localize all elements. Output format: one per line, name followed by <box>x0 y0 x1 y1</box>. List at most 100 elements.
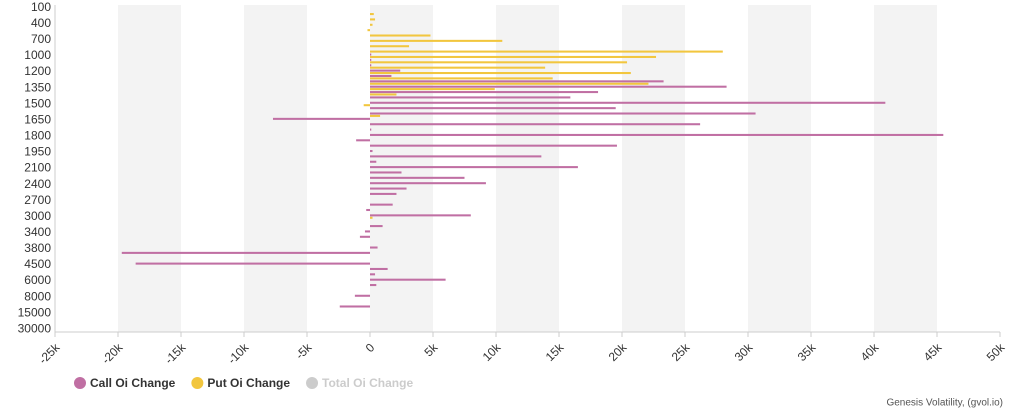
bar <box>370 214 471 217</box>
bar <box>370 267 388 270</box>
bar <box>370 155 542 158</box>
y-tick-label: 3400 <box>24 225 51 239</box>
grid-band <box>370 5 433 332</box>
bar <box>370 82 649 85</box>
x-tick-label: 20k <box>606 340 630 364</box>
bar <box>367 29 370 32</box>
bar <box>370 55 657 58</box>
bar <box>370 66 546 69</box>
bar <box>370 284 377 287</box>
bar <box>370 69 401 72</box>
bar <box>370 50 723 53</box>
bar <box>272 117 370 120</box>
y-tick-label: 2700 <box>24 193 51 207</box>
bar <box>370 58 372 61</box>
bar <box>370 101 886 104</box>
grid-band <box>874 5 937 332</box>
credit: Genesis Volatility, (gvol.io) <box>886 398 1003 409</box>
bar <box>370 53 372 56</box>
y-tick-label: 1200 <box>24 64 51 78</box>
x-tick-label: -20k <box>99 340 126 367</box>
bar <box>354 294 370 297</box>
bar <box>370 96 571 99</box>
x-tick-label: -25k <box>36 340 63 367</box>
y-tick-label: 700 <box>31 32 51 46</box>
bar <box>370 133 944 136</box>
legend-label: Total Oi Change <box>322 376 413 390</box>
y-tick-label: 4500 <box>24 257 51 271</box>
bar <box>370 273 376 276</box>
grid-band <box>622 5 685 332</box>
bar <box>370 77 553 80</box>
y-tick-label: 1500 <box>24 96 51 110</box>
legend-label: Call Oi Change <box>90 376 176 390</box>
grid-band <box>496 5 559 332</box>
bar <box>356 139 370 142</box>
y-tick-label: 2400 <box>24 177 51 191</box>
x-tick-label: 40k <box>858 340 882 364</box>
y-tick-label: 1650 <box>24 112 51 126</box>
bar <box>370 93 397 96</box>
bar <box>370 225 383 228</box>
bar <box>370 171 402 174</box>
bar <box>370 123 701 126</box>
bar <box>370 278 446 281</box>
bar <box>370 203 393 206</box>
bar <box>370 128 372 131</box>
legend-marker <box>191 377 204 389</box>
grid-band <box>244 5 307 332</box>
bar <box>370 61 628 64</box>
grid-band <box>118 5 181 332</box>
bar <box>370 39 503 42</box>
y-tick-label: 1950 <box>24 145 51 159</box>
bar <box>370 176 465 179</box>
bar <box>370 88 495 91</box>
y-tick-label: 1350 <box>24 80 51 94</box>
x-tick-label: 10k <box>480 340 504 364</box>
bar <box>370 187 407 190</box>
bar <box>370 107 616 110</box>
bar <box>370 150 373 153</box>
y-tick-label: 2100 <box>24 161 51 175</box>
legend-marker <box>74 377 86 389</box>
bar <box>370 34 431 37</box>
y-tick-label: 1000 <box>24 48 51 62</box>
bar <box>370 91 599 94</box>
x-tick-label: -5k <box>293 340 315 362</box>
y-tick-label: 8000 <box>24 289 51 303</box>
bar <box>370 72 631 75</box>
x-tick-label: 30k <box>732 340 756 364</box>
legend-label: Put Oi Change <box>207 376 290 390</box>
bar <box>370 45 410 48</box>
bar <box>121 251 370 254</box>
bar <box>364 230 370 233</box>
x-tick-label: 5k <box>421 340 441 360</box>
bar <box>370 114 381 117</box>
bar <box>370 192 397 195</box>
bar <box>370 13 374 16</box>
bar <box>370 80 664 83</box>
bar <box>370 64 372 67</box>
bar <box>370 85 727 88</box>
bar <box>370 246 378 249</box>
bar <box>363 104 370 107</box>
x-tick-label: 45k <box>921 340 945 364</box>
x-tick-label: 15k <box>543 340 567 364</box>
bar <box>370 144 617 147</box>
bar <box>370 18 376 21</box>
bar <box>359 235 370 238</box>
legend-marker <box>306 377 319 389</box>
y-tick-label: 30000 <box>18 321 52 335</box>
bar <box>366 208 370 212</box>
bar <box>370 216 373 219</box>
x-tick-label: 0 <box>363 340 378 355</box>
y-tick-label: 6000 <box>24 273 51 287</box>
y-tick-label: 100 <box>31 0 51 14</box>
y-tick-label: 15000 <box>18 305 52 319</box>
bar <box>370 112 756 115</box>
bar <box>370 74 392 78</box>
y-tick-label: 3000 <box>24 209 51 223</box>
grid-band <box>748 5 811 332</box>
y-tick-label: 400 <box>31 16 51 30</box>
